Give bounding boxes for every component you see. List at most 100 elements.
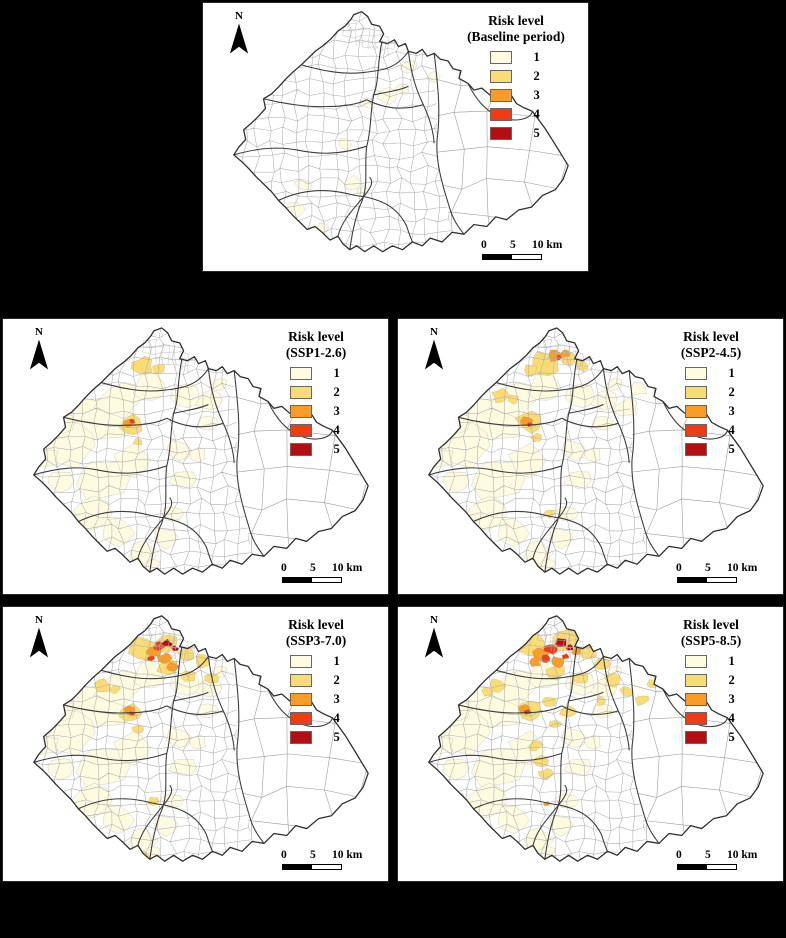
legend-level-label: 3 — [728, 404, 735, 418]
legend-row: 4 — [449, 107, 583, 122]
legend-swatch — [289, 712, 312, 725]
legend-level-label: 3 — [333, 404, 340, 418]
scalebar-label-10km: 10 km — [332, 849, 363, 861]
legend-row: 2 — [249, 385, 383, 400]
legend-row: 5 — [449, 126, 583, 141]
legend-row: 3 — [644, 404, 778, 419]
scalebar-label-5: 5 — [510, 239, 516, 251]
scalebar: 0 5 10 km — [280, 562, 378, 586]
scalebar-label-5: 5 — [705, 849, 711, 861]
north-label: N — [35, 326, 43, 338]
choropleth-map-baseline — [233, 11, 569, 253]
legend: Risk level (Baseline period) 1 2 3 4 5 — [449, 13, 583, 141]
legend-rows: 1 2 3 4 5 — [644, 366, 778, 457]
north-arrow: N — [420, 327, 448, 371]
legend-row: 4 — [249, 711, 383, 726]
legend-swatch — [289, 424, 312, 437]
legend-level-label: 4 — [333, 711, 340, 725]
legend-swatch — [684, 405, 707, 418]
legend-row: 4 — [249, 423, 383, 438]
panel-ssp1-2-6: N Risk level (SSP1-2.6) 1 2 3 4 5 0 5 10… — [2, 318, 389, 595]
north-arrow: N — [420, 615, 448, 659]
legend-level-label: 4 — [333, 423, 340, 437]
legend-level-label: 3 — [533, 88, 540, 102]
panel-ssp5-8-5: N Risk level (SSP5-8.5) 1 2 3 4 5 0 5 10… — [397, 606, 784, 882]
legend-swatch — [289, 443, 312, 456]
legend-subtitle: (SSP2-4.5) — [680, 345, 742, 360]
scalebar-bar — [677, 864, 737, 870]
legend-level-label: 3 — [728, 692, 735, 706]
scalebar-segment-white — [707, 864, 737, 870]
choropleth-map-ssp5 — [428, 615, 764, 862]
north-arrow-icon — [229, 23, 249, 54]
scalebar-label-10km: 10 km — [332, 562, 363, 574]
scalebar-label-10km: 10 km — [727, 562, 758, 574]
legend-rows: 1 2 3 4 5 — [249, 654, 383, 745]
legend-swatch — [489, 108, 512, 121]
legend-swatch — [489, 127, 512, 140]
legend-title: Risk level — [683, 617, 739, 632]
choropleth-map-ssp1 — [33, 327, 369, 575]
legend-level-label: 4 — [728, 423, 735, 437]
panel-ssp3-7-0: N Risk level (SSP3-7.0) 1 2 3 4 5 0 5 10… — [2, 606, 389, 882]
legend-swatch — [684, 367, 707, 380]
north-arrow: N — [25, 615, 53, 659]
legend-swatch — [289, 655, 312, 668]
legend-level-label: 5 — [333, 442, 340, 456]
legend-rows: 1 2 3 4 5 — [644, 654, 778, 745]
legend-swatch — [684, 674, 707, 687]
legend-row: 2 — [249, 673, 383, 688]
scalebar-label-0: 0 — [676, 562, 682, 574]
scalebar-segment-black — [482, 254, 512, 260]
legend-title: Risk level — [488, 13, 544, 28]
legend-row: 5 — [644, 730, 778, 745]
legend-row: 3 — [249, 692, 383, 707]
legend: Risk level (SSP2-4.5) 1 2 3 4 5 — [644, 329, 778, 457]
scalebar-segment-black — [677, 577, 707, 583]
legend: Risk level (SSP3-7.0) 1 2 3 4 5 — [249, 617, 383, 745]
legend-row: 5 — [249, 442, 383, 457]
scalebar-segment-black — [677, 864, 707, 870]
north-arrow-icon — [29, 627, 49, 658]
north-arrow: N — [225, 11, 253, 55]
scalebar: 0 5 10 km — [280, 849, 378, 873]
legend-rows: 1 2 3 4 5 — [449, 50, 583, 141]
legend-swatch — [289, 405, 312, 418]
scalebar-label-0: 0 — [281, 562, 287, 574]
legend-level-label: 1 — [333, 366, 340, 380]
legend-swatch — [289, 386, 312, 399]
legend-subtitle: (Baseline period) — [467, 29, 565, 44]
scalebar-bar — [282, 577, 342, 583]
scalebar-label-10km: 10 km — [727, 849, 758, 861]
north-arrow-icon — [29, 339, 49, 370]
legend-row: 4 — [644, 711, 778, 726]
north-label: N — [35, 614, 43, 626]
legend-level-label: 3 — [333, 692, 340, 706]
legend-subtitle: (SSP5-8.5) — [680, 633, 742, 648]
scalebar-label-10km: 10 km — [532, 239, 563, 251]
legend-row: 3 — [644, 692, 778, 707]
legend-swatch — [489, 89, 512, 102]
scalebar-bar — [677, 577, 737, 583]
legend-row: 2 — [644, 385, 778, 400]
legend-level-label: 5 — [728, 442, 735, 456]
north-arrow: N — [25, 327, 53, 371]
legend-title: Risk level — [288, 329, 344, 344]
legend-swatch — [289, 693, 312, 706]
scalebar-label-5: 5 — [705, 562, 711, 574]
north-label: N — [235, 10, 243, 22]
legend-level-label: 2 — [533, 69, 540, 83]
legend-level-label: 5 — [728, 730, 735, 744]
legend-subtitle: (SSP3-7.0) — [285, 633, 347, 648]
north-arrow-icon — [424, 627, 444, 658]
legend-level-label: 1 — [533, 50, 540, 64]
legend: Risk level (SSP5-8.5) 1 2 3 4 5 — [644, 617, 778, 745]
panel-baseline: N Risk level (Baseline period) 1 2 3 4 5… — [202, 2, 589, 272]
legend-level-label: 5 — [333, 730, 340, 744]
north-label: N — [430, 326, 438, 338]
legend-level-label: 2 — [728, 673, 735, 687]
scalebar-segment-white — [312, 864, 342, 870]
legend-level-label: 2 — [333, 385, 340, 399]
scalebar-segment-white — [312, 577, 342, 583]
legend-row: 1 — [249, 654, 383, 669]
